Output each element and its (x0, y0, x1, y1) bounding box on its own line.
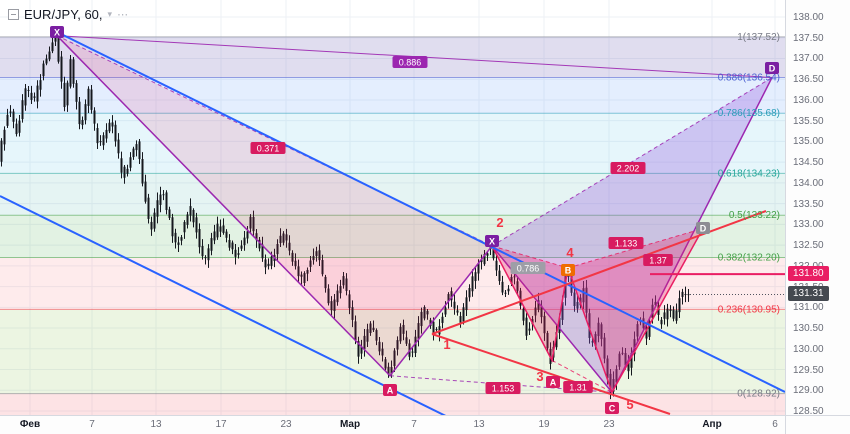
more-options-icon[interactable]: ⋯ (117, 9, 130, 21)
svg-text:X: X (489, 237, 495, 247)
price-tick-label: 135.50 (793, 115, 824, 127)
svg-text:C: C (609, 404, 616, 414)
time-axis-label: 6 (772, 419, 778, 430)
svg-text:1.37: 1.37 (649, 256, 667, 266)
price-tick-label: 136.50 (793, 74, 824, 86)
svg-text:1: 1 (443, 337, 450, 352)
svg-text:0.618(134.23): 0.618(134.23) (718, 168, 780, 179)
svg-text:0.886: 0.886 (399, 58, 422, 68)
svg-text:0(128.92): 0(128.92) (737, 389, 780, 400)
svg-text:A: A (550, 378, 557, 388)
time-axis-label: Фев (19, 419, 41, 430)
symbol-legend[interactable]: EUR/JPY, 60, ▾ ⋯ (8, 7, 129, 22)
symbol-title[interactable]: EUR/JPY, 60, (24, 7, 103, 22)
svg-text:2.202: 2.202 (617, 164, 640, 174)
svg-text:0.786: 0.786 (517, 264, 540, 274)
price-tick-label: 130.00 (793, 343, 824, 355)
price-tick-label: 135.00 (793, 136, 824, 148)
time-axis-label: Апр (702, 419, 722, 430)
ratio-labels: 0.886 0.371 0.786 2.202 1.133 1.37 1.153 1.31 (250, 56, 673, 394)
price-tick-label: 129.00 (793, 385, 824, 397)
trendline-channel-upper[interactable] (56, 31, 785, 393)
time-axis[interactable]: Фев 7 13 17 23 Мар 7 13 19 23 Апр 6 (0, 415, 850, 434)
chart-series-icon[interactable] (8, 9, 19, 20)
price-tick-label: 137.50 (793, 32, 824, 44)
fib-level-labels: 1(137.52) 0.886(136.54) 0.786(135.68) 0.618… (718, 32, 780, 400)
price-tick-label: 138.00 (793, 12, 824, 23)
svg-text:3: 3 (536, 369, 543, 384)
svg-text:0.236(130.95): 0.236(130.95) (718, 304, 780, 315)
svg-text:X: X (54, 28, 60, 38)
level-price-badge: 131.80 (788, 266, 829, 282)
svg-text:1.133: 1.133 (615, 239, 638, 249)
time-axis-label: 7 (89, 419, 95, 430)
svg-text:D: D (769, 64, 776, 74)
price-tick-label: 134.50 (793, 157, 824, 169)
price-tick-label: 133.00 (793, 219, 824, 231)
price-tick-label: 136.00 (793, 94, 824, 106)
price-tick-label: 128.50 (793, 406, 824, 417)
axis-corner (785, 415, 850, 434)
time-axis-label: 13 (473, 419, 485, 430)
wave-number-labels: 1 2 3 4 5 (443, 215, 633, 412)
svg-text:A: A (387, 386, 394, 396)
trendline-wedge-lower[interactable] (431, 333, 671, 415)
price-tick-label: 132.50 (793, 240, 824, 252)
time-axis-label: 23 (603, 419, 615, 430)
time-axis-label: 7 (411, 419, 417, 430)
price-tick-label: 130.50 (793, 323, 824, 335)
price-tick-label: 129.50 (793, 364, 824, 376)
time-axis-label: 19 (538, 419, 550, 430)
last-price-badge: 131.31 (788, 286, 829, 302)
svg-text:4: 4 (566, 245, 574, 260)
svg-text:D: D (700, 224, 707, 234)
svg-text:1.153: 1.153 (492, 384, 515, 394)
svg-text:0.5(133.22): 0.5(133.22) (729, 210, 780, 221)
svg-text:0.886(136.54): 0.886(136.54) (718, 73, 780, 84)
price-axis[interactable]: 138.00 137.50 137.00 136.50 136.00 135.50 135.… (785, 0, 850, 417)
chart-plot-area[interactable]: 1(137.52) 0.886(136.54) 0.786(135.68) 0.618… (0, 0, 785, 415)
candlestick-series (0, 29, 690, 400)
time-axis-label: 23 (280, 419, 292, 430)
time-axis-label: 13 (150, 419, 162, 430)
svg-text:0.382(132.20): 0.382(132.20) (718, 253, 780, 264)
svg-text:1(137.52): 1(137.52) (737, 32, 780, 43)
svg-text:5: 5 (626, 397, 633, 412)
price-tick-label: 133.50 (793, 198, 824, 210)
svg-text:B: B (565, 266, 572, 276)
price-tick-label: 134.00 (793, 177, 824, 189)
trendline-wedge-upper[interactable] (431, 210, 767, 335)
svg-text:2: 2 (496, 215, 503, 230)
svg-text:1.31: 1.31 (569, 383, 587, 393)
svg-text:0.786(135.68): 0.786(135.68) (718, 108, 780, 119)
price-tick-label: 137.00 (793, 53, 824, 65)
time-axis-label: Мар (339, 419, 361, 430)
time-axis-label: 17 (215, 419, 227, 430)
pattern-point-labels[interactable]: X A X B A C D D (50, 26, 779, 414)
chevron-down-icon[interactable]: ▾ (107, 9, 113, 19)
price-tick-label: 131.00 (793, 302, 824, 314)
svg-text:0.371: 0.371 (257, 144, 280, 154)
